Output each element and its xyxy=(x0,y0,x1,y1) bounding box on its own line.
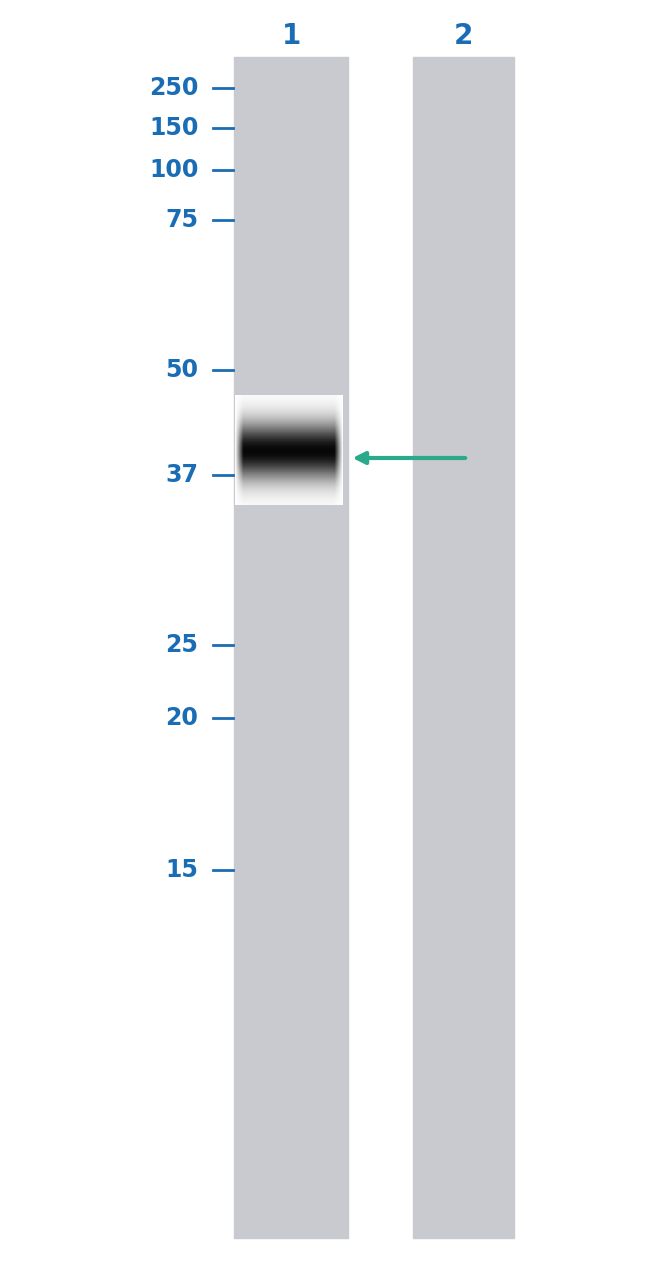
Text: 150: 150 xyxy=(149,116,198,140)
Text: 2: 2 xyxy=(454,22,473,50)
Text: 25: 25 xyxy=(165,632,198,657)
Text: 250: 250 xyxy=(149,76,198,100)
Text: 1: 1 xyxy=(281,22,301,50)
Text: 75: 75 xyxy=(165,208,198,232)
Bar xyxy=(413,57,514,1238)
Text: 20: 20 xyxy=(165,706,198,730)
Bar xyxy=(234,57,348,1238)
Text: 100: 100 xyxy=(149,157,198,182)
Text: 37: 37 xyxy=(165,464,198,486)
Text: 50: 50 xyxy=(165,358,198,382)
Text: 15: 15 xyxy=(165,859,198,881)
